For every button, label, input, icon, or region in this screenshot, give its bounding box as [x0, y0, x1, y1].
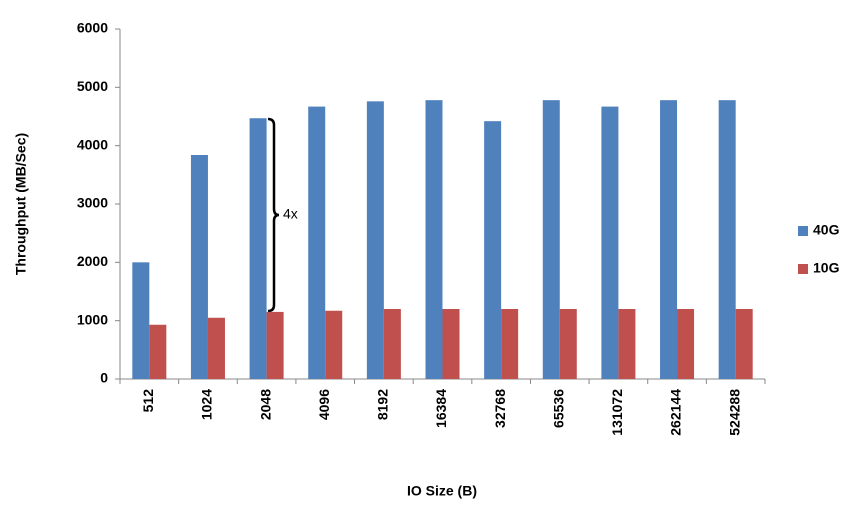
x-tick-label: 8192: [375, 389, 391, 420]
bar: [249, 118, 267, 379]
x-tick-label: 131072: [609, 389, 625, 436]
bar: [132, 262, 150, 379]
legend-label: 40G: [813, 222, 840, 238]
bar: [660, 100, 678, 380]
y-tick-label: 3000: [77, 195, 108, 211]
bar: [325, 310, 343, 379]
bar: [425, 100, 443, 380]
bar: [207, 317, 225, 379]
bar: [542, 100, 560, 380]
x-tick-label: 4096: [316, 389, 332, 420]
bar: [442, 309, 460, 379]
bar: [484, 121, 502, 380]
legend-swatch: [798, 264, 808, 274]
bar: [559, 309, 577, 379]
x-tick-label: 1024: [199, 389, 215, 420]
bar: [190, 155, 208, 379]
bar: [366, 101, 384, 379]
bar: [501, 309, 519, 379]
legend-swatch: [798, 226, 808, 236]
y-tick-label: 0: [100, 370, 108, 386]
legend-label: 10G: [813, 260, 840, 276]
bar: [601, 106, 619, 379]
y-tick-label: 6000: [77, 20, 108, 36]
x-tick-label: 16384: [433, 389, 449, 428]
x-tick-label: 2048: [257, 389, 273, 420]
x-tick-label: 262144: [668, 389, 684, 436]
y-tick-label: 1000: [77, 311, 108, 327]
x-tick-label: 512: [140, 389, 156, 413]
y-tick-label: 2000: [77, 253, 108, 269]
x-tick-label: 524288: [726, 389, 742, 436]
bar: [383, 309, 401, 379]
bar: [308, 106, 326, 379]
y-tick-label: 4000: [77, 136, 108, 152]
x-axis-title: IO Size (B): [407, 483, 477, 499]
bar: [677, 309, 695, 379]
bar: [618, 309, 636, 379]
annotation: 4x: [283, 206, 298, 222]
x-tick-label: 32768: [492, 389, 508, 428]
bar: [149, 324, 167, 379]
brace: [267, 117, 280, 313]
y-tick-label: 5000: [77, 78, 108, 94]
bar: [735, 309, 753, 379]
bar: [718, 100, 736, 380]
y-axis-title: Throughput (MB/Sec): [13, 133, 29, 275]
x-tick-label: 65536: [550, 389, 566, 428]
bar: [266, 311, 284, 379]
